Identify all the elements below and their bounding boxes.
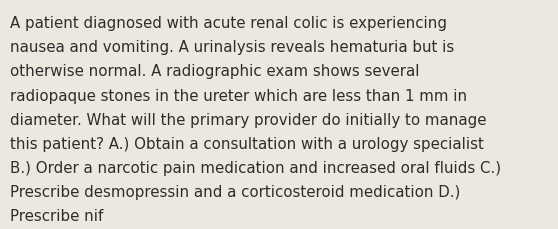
- Text: B.) Order a narcotic pain medication and increased oral fluids C.): B.) Order a narcotic pain medication and…: [10, 160, 501, 175]
- Text: this patient? A.) Obtain a consultation with a urology specialist: this patient? A.) Obtain a consultation …: [10, 136, 484, 151]
- Text: nausea and vomiting. A urinalysis reveals hematuria but is: nausea and vomiting. A urinalysis reveal…: [10, 40, 454, 55]
- Text: Prescribe nif: Prescribe nif: [10, 208, 103, 223]
- Text: radiopaque stones in the ureter which are less than 1 mm in: radiopaque stones in the ureter which ar…: [10, 88, 467, 103]
- Text: otherwise normal. A radiographic exam shows several: otherwise normal. A radiographic exam sh…: [10, 64, 420, 79]
- Text: A patient diagnosed with acute renal colic is experiencing: A patient diagnosed with acute renal col…: [10, 16, 447, 31]
- Text: diameter. What will the primary provider do initially to manage: diameter. What will the primary provider…: [10, 112, 487, 127]
- Text: Prescribe desmopressin and a corticosteroid medication D.): Prescribe desmopressin and a corticoster…: [10, 184, 460, 199]
